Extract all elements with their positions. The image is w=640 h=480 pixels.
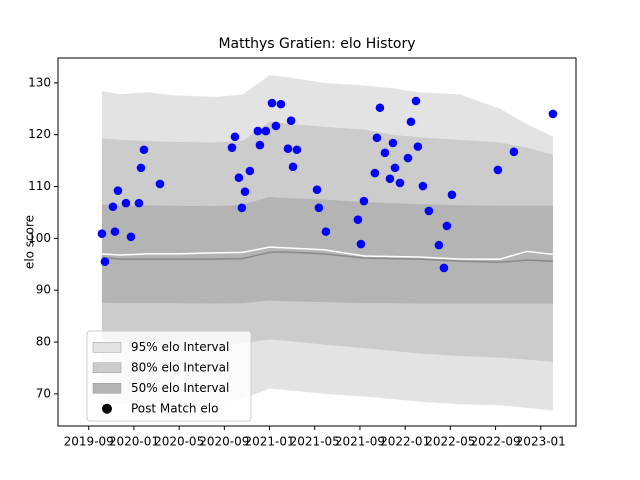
data-point [493,165,503,175]
y-tick-label: 120 [28,127,51,141]
data-point [134,198,144,208]
data-point [121,198,131,208]
legend-label: 80% elo Interval [131,360,229,374]
legend-marker [102,403,112,414]
x-tick-label: 2022-09 [470,435,520,449]
data-point [108,202,118,212]
data-point [321,227,331,236]
x-tick-label: 2020-05 [154,435,204,449]
data-point [113,186,123,195]
data-point [100,257,110,266]
data-point [356,239,366,249]
y-tick-label: 130 [28,75,51,89]
data-point [136,163,146,173]
data-point [439,263,449,273]
data-point [227,143,237,152]
legend: 95% elo Interval 80% elo Interval 50% elo … [86,330,252,422]
data-point [230,132,240,142]
x-tick-label: 2023-01 [516,435,566,449]
y-tick-label: 100 [28,231,51,245]
legend-swatch [92,362,122,373]
chart-title: Matthys Gratien: elo History [218,36,415,52]
data-point [375,103,385,113]
data-point [380,148,390,158]
data-point [267,98,277,108]
y-tick-label: 80 [36,335,51,349]
data-point [110,227,120,236]
legend-frame [86,330,252,422]
x-tick-label: 2020-01 [109,435,159,449]
data-point [240,187,250,197]
legend-label: Post Match elo [131,401,218,415]
data-point [292,145,302,155]
data-point [353,215,363,225]
data-point [312,185,322,194]
data-point [509,147,519,157]
data-point [370,168,380,178]
data-point [288,162,298,172]
data-point [255,140,265,150]
x-tick-label: 2019-09 [64,435,114,449]
data-point [155,179,165,189]
trend-line [101,246,554,260]
y-tick-label: 70 [36,386,51,400]
data-point [434,240,444,250]
data-point [388,138,398,148]
data-point [97,229,107,239]
data-point [253,126,263,136]
y-tick-label: 110 [28,179,51,193]
data-point [406,117,416,127]
x-tick-label: 2021-01 [244,435,294,449]
data-point [442,221,452,231]
data-point [245,166,255,176]
x-tick-label: 2021-05 [290,435,340,449]
legend-swatch [92,383,122,394]
data-point [276,99,286,109]
data-point [413,142,423,151]
data-point [314,203,324,213]
y-tick-label: 90 [36,283,51,297]
data-point [385,174,395,184]
data-point [237,203,247,213]
legend-swatch [92,342,122,353]
x-tick-label: 2022-01 [380,435,430,449]
data-point [234,173,244,183]
data-point [403,153,413,163]
data-point [283,144,293,154]
data-point [424,206,434,216]
data-point [390,163,400,173]
data-point [139,145,149,155]
plot-frame [57,57,577,427]
data-point [395,178,405,188]
trend-line [101,251,553,263]
data-point [372,133,382,143]
y-axis-label: elo score [23,215,37,269]
data-point [411,96,421,106]
data-point [447,190,457,200]
data-point [261,126,271,136]
data-point [271,121,281,131]
legend-label: 50% elo Interval [131,381,229,395]
x-tick-label: 2022-05 [425,435,475,449]
legend-label: 95% elo Interval [131,340,229,354]
data-point [286,116,296,126]
x-tick-label: 2021-09 [335,435,385,449]
data-point [359,196,369,206]
x-tick-label: 2020-09 [199,435,249,449]
data-point [126,232,136,242]
data-point [548,109,558,119]
data-point [418,181,428,191]
